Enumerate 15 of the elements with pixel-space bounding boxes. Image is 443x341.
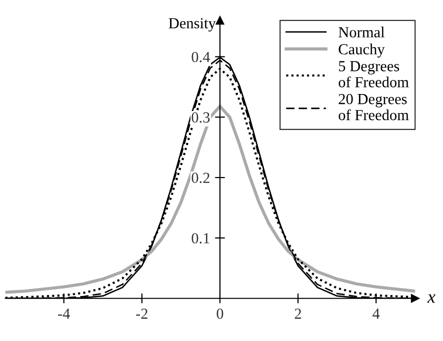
y-tick-label: 0.1 — [192, 233, 210, 244]
y-axis-title: Density — [168, 18, 216, 32]
x-axis-title: x — [427, 294, 436, 303]
y-tick-label: 0.4 — [192, 52, 210, 62]
x-tick-label: 2 — [294, 308, 301, 319]
x-tick-label: 4 — [372, 308, 380, 319]
legend-label: 20 Degrees of Freedom — [338, 94, 409, 120]
y-tick-label: 0.2 — [192, 172, 210, 184]
legend-label: Normal — [338, 26, 384, 38]
y-tick-label: 0.3 — [192, 112, 210, 123]
x-tick-label: 0 — [216, 308, 224, 319]
legend-label: 5 Degrees of Freedom — [338, 61, 409, 88]
x-tick-label: -4 — [58, 308, 70, 319]
legend-label: Cauchy — [338, 44, 385, 58]
x-tick-label: -2 — [136, 308, 148, 319]
